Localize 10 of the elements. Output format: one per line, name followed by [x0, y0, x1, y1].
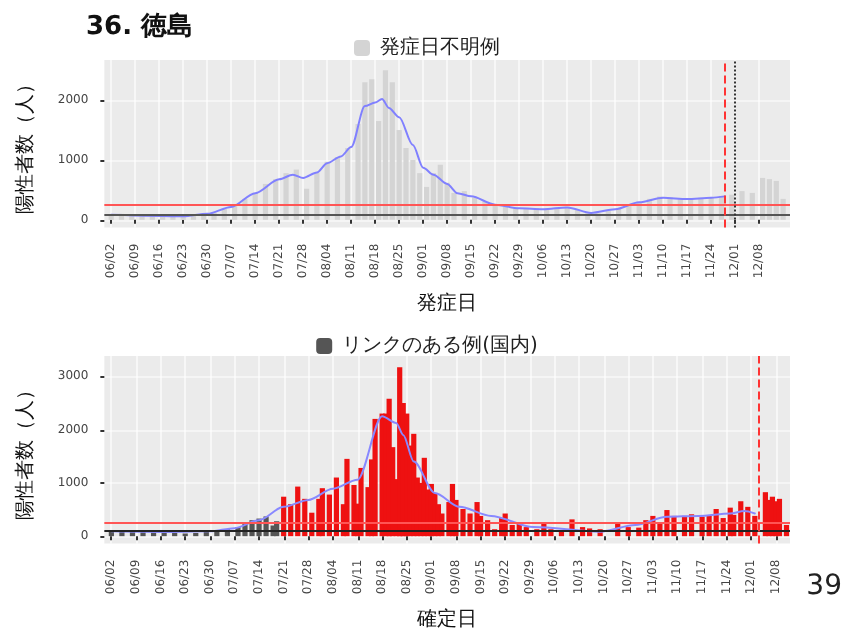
- y-axis-title: 陽性者数（人）: [13, 73, 37, 214]
- x-axis-title: 発症日: [417, 291, 478, 315]
- bar: [344, 458, 350, 537]
- chart-title: 36. 徳島: [86, 10, 194, 42]
- legend-label: リンクのある例(国内): [342, 333, 538, 357]
- y-axis-title: 陽性者数（人）: [13, 379, 37, 520]
- x-axis-title: 確定日: [415, 607, 478, 631]
- legend-label: 発症日不明例: [380, 35, 500, 59]
- bar: [369, 79, 375, 220]
- text: 39: [806, 570, 843, 602]
